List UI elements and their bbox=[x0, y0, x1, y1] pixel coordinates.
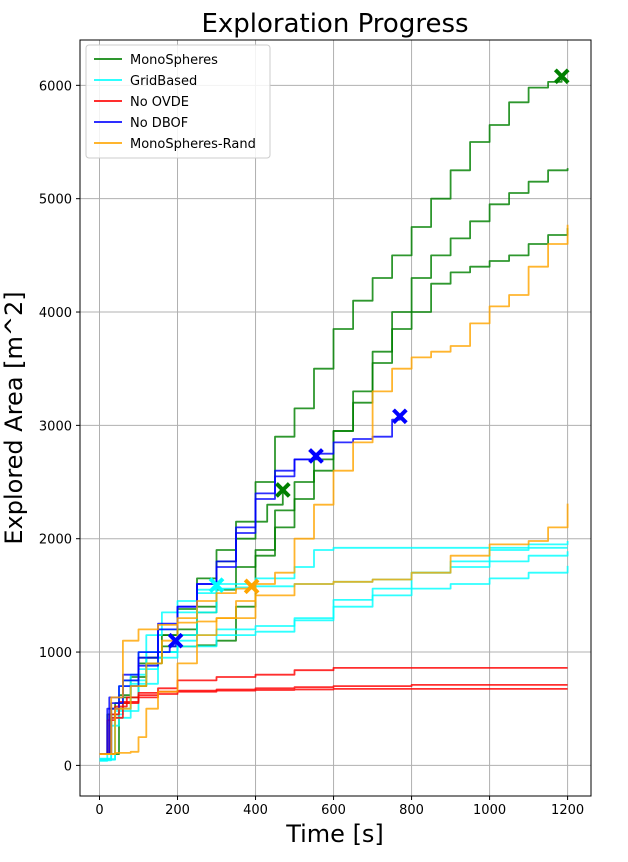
y-tick-label: 6000 bbox=[39, 79, 72, 94]
x-tick-label: 1000 bbox=[473, 803, 506, 818]
y-tick-label: 1000 bbox=[39, 646, 72, 661]
monospheres-end-marker bbox=[275, 482, 291, 498]
no-dbof-end-marker bbox=[167, 632, 184, 649]
x-tick-label: 800 bbox=[399, 803, 424, 818]
x-tick-label: 200 bbox=[165, 803, 190, 818]
legend-box bbox=[85, 44, 271, 159]
no-ovde-run-3-line bbox=[99, 688, 568, 755]
monospheres-rand-end-marker bbox=[243, 578, 260, 595]
legend-label-gridbased: GridBased bbox=[130, 74, 197, 89]
y-tick-label: 4000 bbox=[39, 306, 72, 321]
gridbased-end-marker bbox=[208, 577, 225, 594]
y-tick-label: 3000 bbox=[39, 419, 72, 434]
x-axis-label: Time [s] bbox=[285, 820, 384, 848]
legend: MonoSpheres GridBased No OVDE No DBOF MonoSp… bbox=[85, 44, 271, 159]
gridbased-run-4-line bbox=[99, 541, 569, 762]
series-layer bbox=[99, 76, 569, 762]
y-axis-label: Explored Area [m^2] bbox=[0, 291, 28, 544]
legend-label-monospheres-rand: MonoSpheres-Rand bbox=[130, 137, 256, 152]
chart-title: Exploration Progress bbox=[201, 9, 468, 39]
y-tick-label: 5000 bbox=[39, 193, 72, 208]
monospheres-rand-run-2-line bbox=[99, 503, 569, 755]
no-dbof-end-marker bbox=[308, 448, 324, 464]
x-tick-label: 400 bbox=[243, 803, 268, 818]
monospheres-end-marker bbox=[553, 68, 570, 85]
marker-layer bbox=[167, 68, 570, 649]
monospheres-rand-run-1-line bbox=[99, 224, 569, 755]
x-tick-label: 0 bbox=[95, 803, 103, 818]
y-tick-label: 2000 bbox=[39, 533, 72, 548]
y-tick-label: 0 bbox=[64, 759, 72, 774]
no-dbof-end-marker bbox=[392, 408, 408, 425]
grid-lines bbox=[80, 40, 591, 796]
legend-label-no-dbof: No DBOF bbox=[130, 116, 188, 131]
no-dbof-run-3-line bbox=[99, 416, 401, 755]
legend-label-monospheres: MonoSpheres bbox=[130, 53, 218, 68]
legend-label-no-ovde: No OVDE bbox=[130, 95, 189, 110]
axis-ticks: 0 200 400 600 800 1000 1200 0 1000 2000 3000 4000 50… bbox=[39, 79, 584, 818]
x-tick-label: 1200 bbox=[551, 803, 584, 818]
x-tick-label: 600 bbox=[321, 803, 346, 818]
plot-area-frame bbox=[79, 39, 592, 797]
